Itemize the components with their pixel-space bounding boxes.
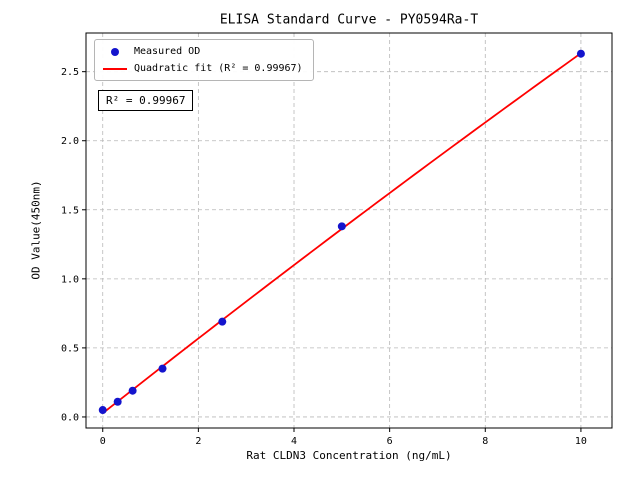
r-squared-annotation: R² = 0.99967: [98, 90, 194, 111]
legend-marker-box: [103, 47, 127, 56]
data-point: [218, 317, 227, 326]
legend: Measured OD Quadratic fit (R² = 0.99967): [94, 39, 314, 81]
y-tick-label: 0.5: [61, 343, 79, 354]
x-tick-label: 0: [100, 436, 106, 447]
x-tick-label: 2: [195, 436, 201, 447]
y-tick-label: 2.5: [61, 67, 79, 78]
legend-marker-box: [103, 67, 127, 70]
y-tick-label: 0.0: [61, 412, 79, 423]
legend-label-quadratic-fit: Quadratic fit (R² = 0.99967): [134, 63, 303, 74]
x-tick-label: 6: [387, 436, 393, 447]
x-axis-label: Rat CLDN3 Concentration (ng/mL): [246, 449, 452, 462]
y-axis-label: OD Value(450nm): [29, 180, 43, 280]
data-point: [113, 397, 122, 406]
chart-title: ELISA Standard Curve - PY0594Ra-T: [219, 12, 479, 28]
legend-label-measured-od: Measured OD: [134, 46, 201, 57]
x-tick-label: 8: [482, 436, 488, 447]
x-tick-label: 4: [291, 436, 297, 447]
data-point: [98, 406, 107, 415]
y-tick-label: 1.5: [61, 205, 79, 216]
legend-item-quadratic-fit: Quadratic fit (R² = 0.99967): [103, 63, 303, 74]
y-tick-label: 1.0: [61, 274, 79, 285]
scatter-marker-icon: [111, 47, 119, 56]
line-marker-icon: [103, 67, 127, 70]
data-point: [576, 49, 585, 58]
data-point: [158, 364, 167, 373]
data-point: [128, 386, 137, 395]
plot-border: [85, 32, 613, 429]
legend-item-measured-od: Measured OD: [103, 46, 303, 57]
y-tick-label: 2.0: [61, 136, 79, 147]
data-point: [337, 222, 346, 231]
x-tick-label: 10: [575, 436, 587, 447]
